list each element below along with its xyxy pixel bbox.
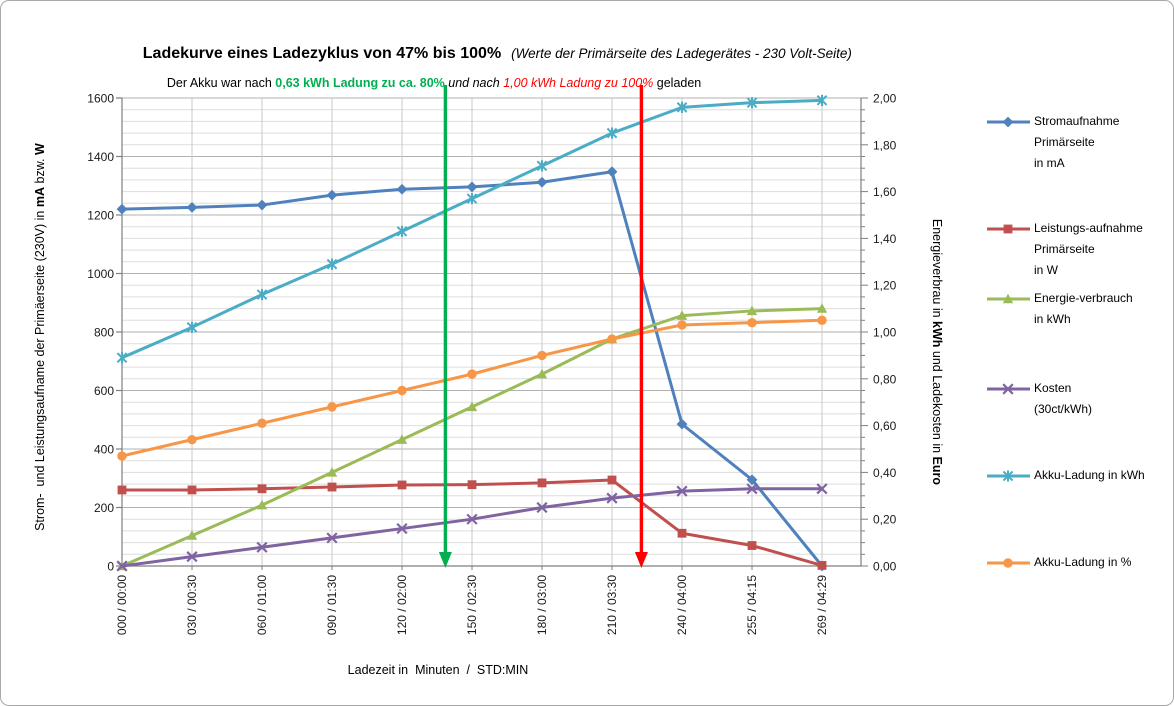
chart-title: Ladekurve eines Ladezyklus von 47% bis 1… <box>125 27 852 81</box>
svg-text:1,60: 1,60 <box>873 185 897 199</box>
annotation-part3: geladen <box>653 76 702 90</box>
svg-text:000 / 00:00: 000 / 00:00 <box>115 575 129 635</box>
legend-item-2: Leistungs-aufnahme Primärseite in W <box>986 218 1143 281</box>
annotation-part2: und nach <box>444 76 504 90</box>
legend-item-3: Energie-verbrauch in kWh <box>986 288 1133 330</box>
y-left-title-text: Strom- und Leistungsaufname der Primäers… <box>33 207 47 531</box>
svg-text:120 / 02:00: 120 / 02:00 <box>395 575 409 635</box>
chart-title-subtitle: (Werte der Primärseite des Ladegerätes -… <box>511 46 852 61</box>
major-gridlines <box>122 97 861 508</box>
annotation-part1: Der Akku war nach <box>166 76 276 90</box>
legend-marker-square-icon <box>987 224 1030 234</box>
svg-text:1000: 1000 <box>87 267 114 281</box>
svg-text:0,60: 0,60 <box>873 419 897 433</box>
legend-label: Kosten (30ct/kWh) <box>1034 381 1093 416</box>
svg-text:150 / 02:30: 150 / 02:30 <box>465 575 479 635</box>
legend-label: Energie-verbrauch in kWh <box>1034 291 1133 326</box>
y-left-title-unit-w: W <box>33 143 47 155</box>
svg-text:090 / 01:30: 090 / 01:30 <box>325 575 339 635</box>
axis-ticks <box>116 97 868 570</box>
annotation-red-highlight: 1,00 kWh Ladung zu 100% <box>503 76 654 90</box>
y-right-title-unit-kwh: kWh <box>930 321 944 348</box>
y-left-axis-title: Strom- und Leistungsaufname der Primäers… <box>19 64 61 624</box>
svg-text:1,80: 1,80 <box>873 138 897 152</box>
legend-item-5: Akku-Ladung in kWh <box>986 465 1145 487</box>
legend-marker-diamond-icon <box>987 116 1030 128</box>
svg-text:1,40: 1,40 <box>873 232 897 246</box>
legend-label: Akku-Ladung in % <box>1034 555 1132 569</box>
legend-label: Akku-Ladung in kWh <box>1034 468 1145 482</box>
svg-text:1600: 1600 <box>87 92 114 106</box>
series-4-line <box>116 483 828 572</box>
legend-label: Stromaufnahme Primärseite in mA <box>1034 114 1120 170</box>
legend-marker-asterisk-icon <box>987 470 1030 482</box>
svg-text:2,00: 2,00 <box>873 92 897 106</box>
minor-gridlines <box>122 109 861 555</box>
svg-text:269 / 04:29: 269 / 04:29 <box>815 575 829 635</box>
svg-text:400: 400 <box>94 443 114 457</box>
svg-text:1400: 1400 <box>87 150 114 164</box>
svg-text:180 / 03:00: 180 / 03:00 <box>535 575 549 635</box>
legend-marker-x-icon <box>987 383 1030 395</box>
svg-text:200: 200 <box>94 501 114 515</box>
series-2-line <box>117 475 827 570</box>
reference-arrows <box>438 85 648 568</box>
y-left-tick-labels: 0 200 400 600 800 1000 1200 1400 1600 <box>87 92 114 574</box>
svg-text:1,20: 1,20 <box>873 279 897 293</box>
svg-text:0,80: 0,80 <box>873 372 897 386</box>
annotation: Der Akku war nach 0,63 kWh Ladung zu ca.… <box>153 62 701 104</box>
y-right-tick-labels: 0,00 0,20 0,40 0,60 0,80 1,00 1,20 1,40 1,60 1,80… <box>873 92 897 574</box>
svg-text:030 / 00:30: 030 / 00:30 <box>185 575 199 635</box>
svg-text:255 / 04:15: 255 / 04:15 <box>745 575 759 635</box>
svg-text:240 / 04:00: 240 / 04:00 <box>675 575 689 635</box>
svg-text:1200: 1200 <box>87 209 114 223</box>
svg-text:600: 600 <box>94 384 114 398</box>
svg-text:1,00: 1,00 <box>873 326 897 340</box>
svg-text:210 / 03:30: 210 / 03:30 <box>605 575 619 635</box>
chart-title-main: Ladekurve eines Ladezyklus von 47% bis 1… <box>142 45 502 62</box>
y-right-title-text: Energieverbrau in <box>930 218 944 322</box>
legend-item-6: Akku-Ladung in % <box>986 552 1131 574</box>
y-right-title-unit-euro: Euro <box>930 456 944 486</box>
legend-item-4: Kosten (30ct/kWh) <box>986 378 1092 420</box>
legend-item-1: Stromaufnahme Primärseite in mA <box>986 111 1119 174</box>
legend-marker-triangle-icon <box>987 293 1030 304</box>
svg-text:0,40: 0,40 <box>873 466 897 480</box>
svg-text:800: 800 <box>94 326 114 340</box>
svg-text:060 / 01:00: 060 / 01:00 <box>255 575 269 635</box>
y-right-axis-title: Energieverbrau in kWh und Ladekosten in … <box>916 135 958 555</box>
svg-text:0,00: 0,00 <box>873 560 897 574</box>
y-left-title-unit-ma: mA <box>33 186 47 208</box>
legend-label: Leistungs-aufnahme Primärseite in W <box>1034 221 1143 277</box>
annotation-green-highlight: 0,63 kWh Ladung zu ca. 80% <box>275 76 445 90</box>
x-tick-labels: 000 / 00:00 030 / 00:30 060 / 01:00 090 / 0… <box>115 575 829 635</box>
series-6-line <box>117 315 827 461</box>
x-axis-title: Ladezeit in Minuten / STD:MIN <box>347 663 529 677</box>
y-right-title-mid: und Ladekosten in <box>930 347 944 457</box>
y-left-title-mid: bzw. <box>33 155 47 187</box>
svg-text:0,20: 0,20 <box>873 513 897 527</box>
svg-text:0: 0 <box>107 560 114 574</box>
series-5-line <box>116 94 828 364</box>
legend-marker-circle-icon <box>987 558 1030 568</box>
